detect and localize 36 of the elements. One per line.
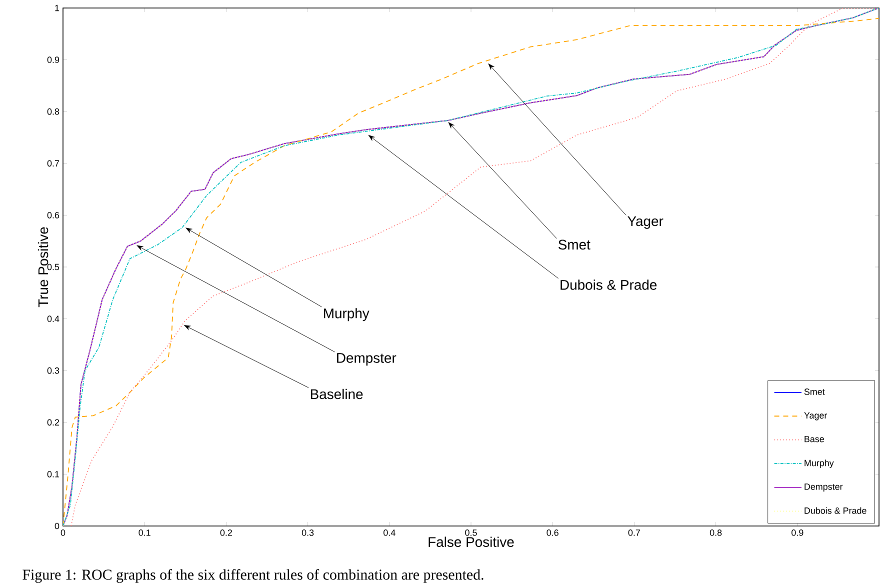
y-tick-label: 0.3: [47, 367, 60, 374]
y-tick-label: 0.7: [47, 160, 60, 167]
annotation: Smet: [558, 240, 590, 250]
x-tick-label: 0.2: [220, 530, 232, 536]
x-tick-label: 0.9: [792, 530, 804, 536]
annotation: Dubois & Prade: [560, 280, 657, 290]
y-tick-label: 1: [55, 4, 60, 12]
x-tick-label: 0.4: [384, 530, 396, 536]
y-tick-label: 0.6: [47, 212, 60, 218]
y-tick-label: 0: [54, 522, 60, 530]
x-tick-label: 0.3: [302, 530, 314, 536]
y-tick-label: 0.9: [47, 56, 60, 63]
legend-label: Yager: [804, 412, 828, 420]
annotation: Yager: [628, 216, 664, 229]
y-axis-title: True Positive: [38, 227, 48, 308]
annotation: Baseline: [310, 388, 363, 400]
legend-label: Murphy: [804, 460, 834, 468]
x-tick-label: 0.1: [138, 530, 150, 536]
y-tick-label: 0.4: [47, 316, 60, 322]
legend-label: Base: [804, 436, 824, 442]
x-tick-label: 0.7: [628, 530, 640, 536]
x-tick-label: 0.6: [546, 530, 558, 536]
x-tick-label: 0.8: [710, 530, 722, 536]
annotation: Murphy: [324, 308, 370, 322]
y-tick-label: 0.5: [47, 264, 60, 270]
x-tick-label: 0: [60, 530, 66, 536]
caption: Figure 1: ROC graphs of the six different rules of combination are presented.: [22, 569, 484, 583]
legend-label: Dempster: [804, 484, 843, 492]
y-tick-label: 0.8: [47, 108, 60, 115]
annotation: Dempster: [337, 353, 396, 366]
y-tick-label: 0.1: [47, 471, 60, 478]
x-axis-title: False Positive: [428, 536, 514, 547]
legend-label: Smet: [804, 388, 825, 395]
legend-label: Dubois & Prade: [804, 507, 866, 514]
y-tick-label: 0.2: [47, 419, 60, 426]
x-tick-label: 0.5: [465, 530, 477, 536]
